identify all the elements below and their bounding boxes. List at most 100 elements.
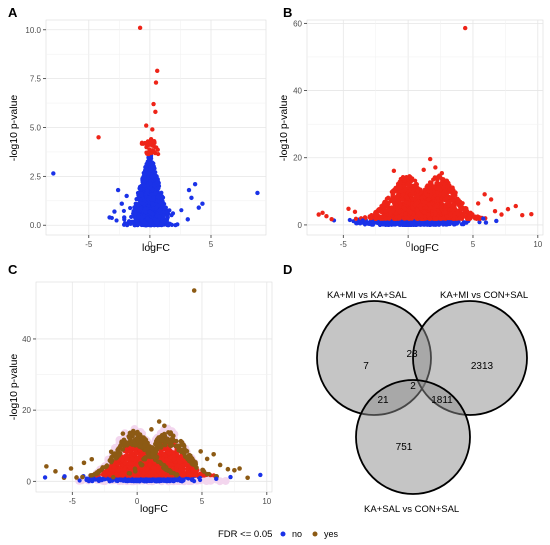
data-point-yes [96, 135, 101, 140]
data-point-yes [475, 201, 481, 206]
cloud-point [133, 211, 138, 216]
point-cloud-c [61, 424, 250, 486]
panel-label-c: C [8, 262, 18, 277]
data-point-yes [482, 192, 487, 197]
panel-label-a: A [8, 5, 18, 20]
cloud-point-yes [464, 206, 469, 211]
cloud-point-yes [445, 184, 450, 189]
y-tick-label: 5.0 [30, 124, 42, 133]
cloud-point-yes [384, 196, 389, 201]
gridlines-a [46, 20, 266, 235]
cloud-point-yes [438, 216, 443, 221]
cloud-point [161, 477, 166, 482]
cloud-point-yes [368, 215, 373, 220]
cloud-point [135, 190, 141, 196]
y-tick-label: 10.0 [25, 26, 41, 35]
cloud-point [142, 179, 147, 184]
cloud-point-yes [381, 201, 386, 207]
x-axis-label-b: logFC [411, 242, 439, 254]
cloud-point [135, 222, 140, 227]
cloud-point [156, 185, 161, 191]
cloud-point-yes [451, 194, 456, 199]
cloud-point-yes [433, 211, 438, 216]
cloud-point-yes [427, 182, 433, 187]
cloud-point-yes [445, 201, 451, 206]
data-point-no [185, 217, 190, 222]
cloud-point [149, 478, 154, 483]
data-point-yes [513, 203, 518, 209]
cloud-point-yes [139, 141, 144, 146]
cloud-point [129, 214, 134, 220]
panel-label-b: B [283, 5, 292, 20]
data-point-no [119, 201, 124, 206]
y-tick-label: 0 [298, 221, 303, 230]
cloud-point [121, 222, 127, 227]
cloud-point [121, 208, 126, 214]
cloud-point [144, 476, 149, 481]
cloud-point [197, 477, 203, 483]
y-axis-label-a: -log10 p-value [8, 95, 20, 162]
cloud-point-yes [155, 147, 160, 152]
cloud-point [159, 196, 164, 202]
x-ticks-a: -5 0 5 [85, 235, 214, 249]
cloud-point [138, 197, 143, 203]
cloud-point-yes [383, 208, 388, 214]
cloud-point-yes [432, 206, 437, 211]
data-point-no [354, 221, 359, 226]
cloud-point [152, 191, 158, 196]
cloud-point-yes [393, 211, 399, 216]
cloud-point-yes [396, 214, 402, 220]
data-point-no [112, 209, 117, 214]
cloud-point-yes [458, 207, 464, 212]
cloud-point [121, 478, 126, 483]
cloud-point-yes [448, 212, 453, 217]
cloud-point-yes [458, 203, 464, 208]
cloud-point-yes [455, 208, 460, 214]
cloud-point [136, 478, 141, 483]
cloud-point-yes [353, 216, 359, 221]
cloud-point-yes [450, 198, 456, 203]
cloud-point-yes [421, 200, 426, 205]
data-point-yes [529, 211, 534, 217]
cloud-point-yes [422, 187, 427, 192]
data-point-yes [320, 210, 325, 216]
cloud-point [133, 218, 138, 223]
data-point-no [107, 215, 112, 220]
cloud-point [148, 218, 153, 223]
y-tick-label: 60 [293, 19, 302, 28]
x-tick-label: 0 [406, 240, 411, 249]
cloud-point [132, 214, 137, 219]
cloud-point [157, 208, 162, 213]
data-point-yes [427, 156, 433, 162]
data-point-yes [352, 209, 358, 215]
data-point-yes [151, 101, 156, 107]
data-point-no [186, 187, 192, 193]
cloud-point-yes [466, 216, 471, 221]
cloud-point-yes [410, 215, 415, 220]
x-tick-label: -5 [340, 240, 348, 249]
data-point-no [126, 219, 132, 224]
cloud-point-yes [475, 215, 480, 221]
x-axis-label-a: logFC [142, 242, 170, 254]
cloud-point [143, 166, 149, 172]
cloud-point-yes [426, 212, 431, 217]
cloud-point-yes [413, 215, 418, 220]
cloud-point [402, 222, 407, 227]
data-point-yes [505, 206, 511, 212]
points-b [316, 25, 534, 226]
cloud-point-yes [439, 204, 444, 209]
cloud-point [147, 209, 152, 215]
cloud-point [155, 179, 160, 184]
data-point-yes [499, 212, 504, 217]
cloud-point-yes [399, 212, 405, 217]
cloud-point-yes [144, 145, 149, 150]
data-point-yes [391, 168, 397, 174]
data-point-yes [492, 208, 498, 214]
cloud-point [165, 215, 170, 221]
data-point-no [481, 216, 486, 221]
cloud-point-yes [419, 195, 424, 201]
cloud-point-yes [418, 203, 423, 208]
cloud-point [156, 182, 161, 187]
